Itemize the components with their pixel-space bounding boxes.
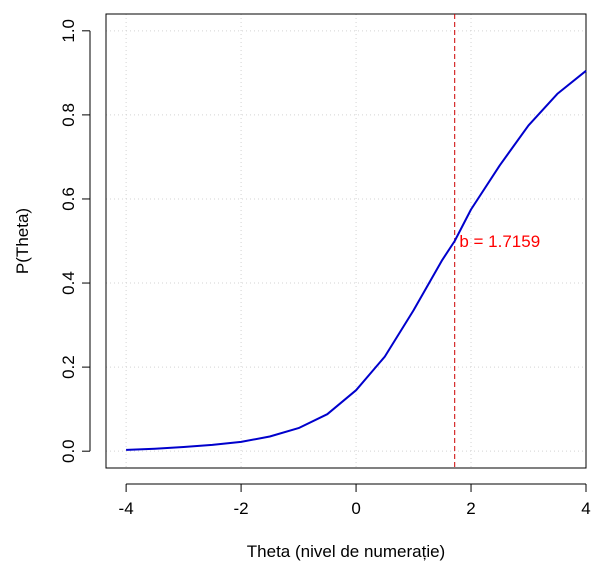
y-tick-label: 0.4 [59,271,78,295]
y-tick-label: 0.6 [59,187,78,211]
x-tick-label: -4 [119,499,134,518]
x-tick-label: 4 [581,499,590,518]
grid-lines [106,14,587,468]
series-line [126,70,587,451]
series-group [126,70,587,451]
y-axis-title: P(Theta) [13,208,32,274]
x-axis-title: Theta (nivel de numerație) [247,542,445,561]
plot-frame [105,13,587,469]
y-tick-label: 0.8 [59,103,78,127]
x-tick-label: 0 [351,499,360,518]
x-tick-label: 2 [466,499,475,518]
y-tick-label: 1.0 [59,19,78,43]
x-tick-label: -2 [234,499,249,518]
y-tick-label: 0.2 [59,355,78,379]
y-tick-label: 0.0 [59,439,78,463]
y-axis: 0.0 0.2 0.4 0.6 0.8 1.0 [59,19,91,463]
x-axis: -4 -2 0 2 4 [119,483,591,518]
difficulty-annotation: b = 1.7159 [459,232,540,251]
